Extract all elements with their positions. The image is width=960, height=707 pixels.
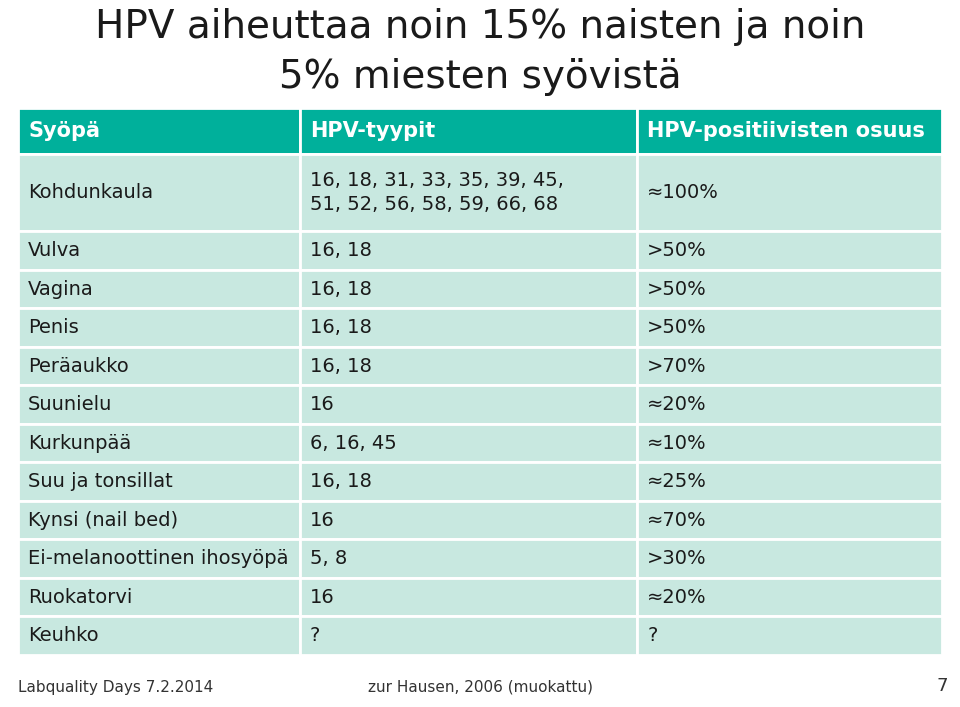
Text: Suunielu: Suunielu [28, 395, 112, 414]
Bar [300, 347, 637, 385]
Bar [18, 462, 300, 501]
Bar [637, 539, 942, 578]
Text: Suu ja tonsillat: Suu ja tonsillat [28, 472, 173, 491]
Text: 6, 16, 45: 6, 16, 45 [310, 433, 396, 452]
Text: 5, 8: 5, 8 [310, 549, 348, 568]
Text: Vagina: Vagina [28, 279, 94, 298]
Bar [300, 539, 637, 578]
Bar [637, 385, 942, 424]
Text: 16: 16 [310, 588, 335, 607]
Bar [637, 424, 942, 462]
Bar [637, 154, 942, 231]
Bar [18, 154, 300, 231]
Bar [18, 347, 300, 385]
Bar [637, 231, 942, 270]
Bar [18, 617, 300, 655]
Text: Syöpä: Syöpä [28, 121, 100, 141]
Bar [18, 578, 300, 617]
Bar [300, 617, 637, 655]
Bar [637, 308, 942, 347]
Text: Kurkunpää: Kurkunpää [28, 433, 132, 452]
Bar [300, 231, 637, 270]
Bar [18, 231, 300, 270]
Bar [300, 501, 637, 539]
Text: 16, 18: 16, 18 [310, 318, 372, 337]
Text: HPV-positiivisten osuus: HPV-positiivisten osuus [647, 121, 924, 141]
Bar [637, 462, 942, 501]
Bar [637, 617, 942, 655]
Text: 16, 18: 16, 18 [310, 356, 372, 375]
Text: 16: 16 [310, 510, 335, 530]
Text: Keuhko: Keuhko [28, 626, 99, 645]
Text: 16, 18: 16, 18 [310, 279, 372, 298]
Text: ≈20%: ≈20% [647, 395, 707, 414]
Bar [300, 108, 637, 154]
Bar [637, 501, 942, 539]
Text: 7: 7 [937, 677, 948, 695]
Text: >50%: >50% [647, 279, 707, 298]
Bar [300, 308, 637, 347]
Text: 16, 18: 16, 18 [310, 472, 372, 491]
Bar [18, 270, 300, 308]
Text: zur Hausen, 2006 (muokattu): zur Hausen, 2006 (muokattu) [368, 680, 592, 695]
Text: Kohdunkaula: Kohdunkaula [28, 183, 154, 202]
Text: 16, 18, 31, 33, 35, 39, 45,
51, 52, 56, 58, 59, 66, 68: 16, 18, 31, 33, 35, 39, 45, 51, 52, 56, … [310, 171, 564, 214]
Text: HPV aiheuttaa noin 15% naisten ja noin
5% miesten syövistä: HPV aiheuttaa noin 15% naisten ja noin 5… [95, 8, 865, 96]
Bar [300, 154, 637, 231]
Text: Ei-melanoottinen ihosyöpä: Ei-melanoottinen ihosyöpä [28, 549, 289, 568]
Text: Penis: Penis [28, 318, 79, 337]
Text: >50%: >50% [647, 318, 707, 337]
Bar [18, 108, 300, 154]
Bar [300, 578, 637, 617]
Text: ?: ? [647, 626, 658, 645]
Bar [18, 424, 300, 462]
Text: >30%: >30% [647, 549, 707, 568]
Text: ≈20%: ≈20% [647, 588, 707, 607]
Text: Vulva: Vulva [28, 241, 82, 260]
Text: 16: 16 [310, 395, 335, 414]
Text: >50%: >50% [647, 241, 707, 260]
Text: ≈10%: ≈10% [647, 433, 707, 452]
Text: ?: ? [310, 626, 321, 645]
Text: HPV-tyypit: HPV-tyypit [310, 121, 435, 141]
Bar [18, 308, 300, 347]
Bar [637, 108, 942, 154]
Text: Ruokatorvi: Ruokatorvi [28, 588, 132, 607]
Text: Labquality Days 7.2.2014: Labquality Days 7.2.2014 [18, 680, 213, 695]
Text: Peräaukko: Peräaukko [28, 356, 129, 375]
Text: Kynsi (nail bed): Kynsi (nail bed) [28, 510, 179, 530]
Bar [18, 501, 300, 539]
Text: ≈25%: ≈25% [647, 472, 707, 491]
Bar [637, 347, 942, 385]
Bar [637, 270, 942, 308]
Bar [300, 462, 637, 501]
Text: ≈70%: ≈70% [647, 510, 707, 530]
Text: ≈100%: ≈100% [647, 183, 719, 202]
Text: 16, 18: 16, 18 [310, 241, 372, 260]
Bar [18, 539, 300, 578]
Bar [18, 385, 300, 424]
Bar [300, 385, 637, 424]
Bar [637, 578, 942, 617]
Bar [300, 270, 637, 308]
Text: >70%: >70% [647, 356, 707, 375]
Bar [300, 424, 637, 462]
